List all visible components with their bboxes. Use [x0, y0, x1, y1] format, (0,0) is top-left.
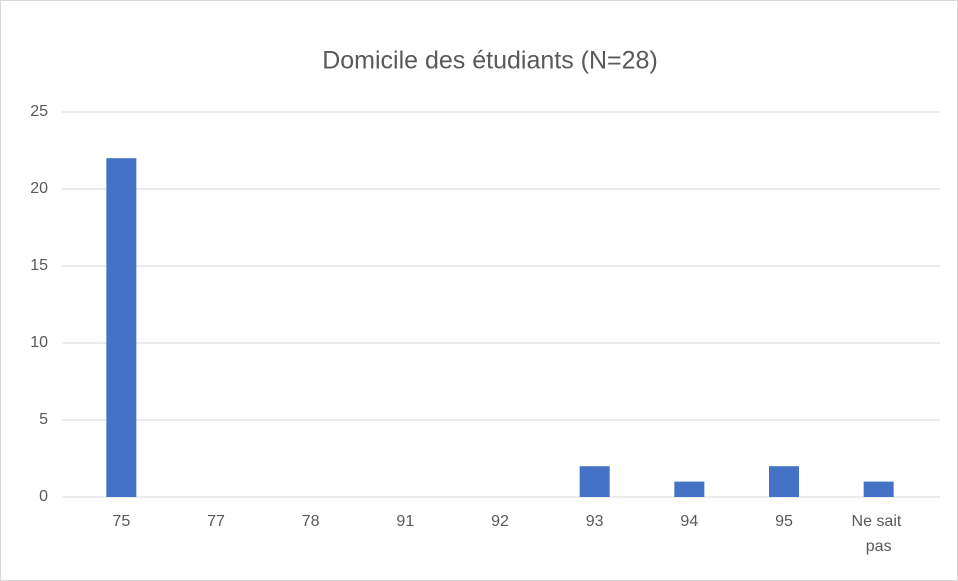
y-tick-label: 5	[39, 411, 48, 428]
x-tick-label: 93	[586, 513, 604, 530]
x-tick-label: 95	[775, 513, 793, 530]
y-tick-label: 0	[39, 488, 48, 505]
x-tick-label: 78	[302, 513, 320, 530]
bar	[106, 158, 137, 497]
x-tick-label: 77	[207, 513, 225, 530]
bar	[579, 466, 610, 497]
x-tick-label: 91	[396, 513, 414, 530]
x-tick-label: 94	[680, 513, 698, 530]
y-tick-label: 20	[30, 180, 48, 197]
bar	[674, 481, 705, 497]
bar	[769, 466, 799, 497]
y-tick-label: 10	[30, 334, 48, 351]
chart-title: Domicile des étudiants (N=28)	[322, 47, 658, 75]
x-tick-label: 92	[491, 513, 509, 530]
x-tick-label: 75	[112, 513, 130, 530]
y-tick-label: 25	[30, 103, 48, 120]
x-tick-label: Ne sait pas	[852, 513, 906, 555]
y-tick-label: 15	[30, 257, 48, 274]
bar	[863, 481, 894, 497]
